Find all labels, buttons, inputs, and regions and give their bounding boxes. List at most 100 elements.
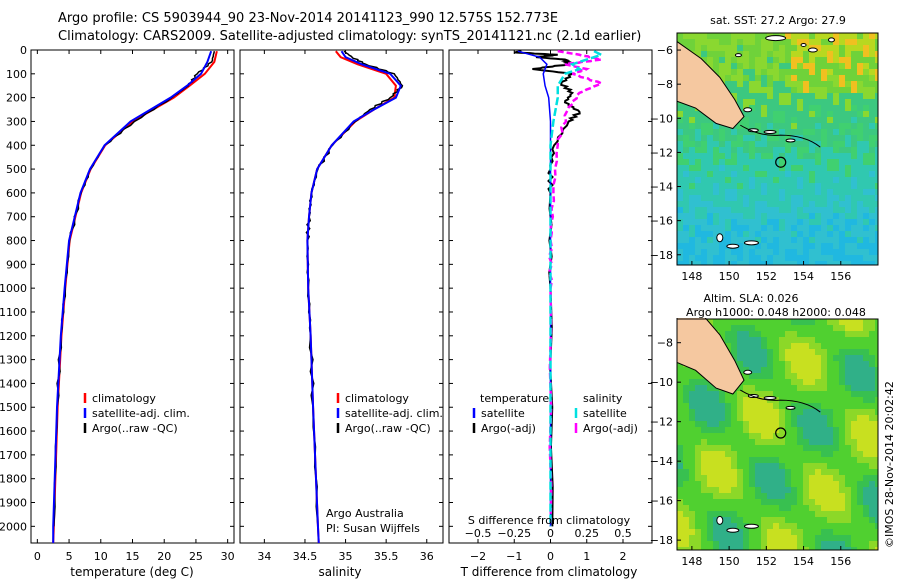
map-cell [797,87,804,94]
map-cell [863,81,870,88]
map-cell [857,349,864,356]
map-cell [827,481,834,488]
series-group [514,50,605,527]
map-cell [755,57,762,64]
map-cell [677,219,684,226]
map-cell [749,117,756,124]
map-cell [767,261,774,265]
map-cell [689,189,696,196]
map-cell [839,493,846,500]
map-cell [827,427,834,434]
map-cell [809,225,816,232]
map-cell [761,111,768,118]
map-cell [749,331,756,338]
map-cell [839,511,846,518]
map-cell [857,409,864,416]
map-cell [833,243,840,250]
map-cell [833,493,840,500]
plot-frame [239,49,444,544]
map-cell [833,367,840,374]
map-cell [737,249,744,256]
map-cell [791,165,798,172]
map-cell [863,337,870,344]
map-cell [869,63,876,70]
map-cell [767,385,774,392]
map-cell [773,213,780,220]
y-tick-label: 2000 [0,520,27,533]
map-cell [677,39,684,46]
map-cell [773,99,780,106]
map-cell [725,529,732,536]
map-cell [701,201,708,208]
map-cell [773,75,780,82]
map-cell [761,189,768,196]
map-cell [737,319,744,326]
map-cell [863,517,870,524]
map-cell [803,397,810,404]
map-cell [719,147,726,154]
x-tick-label: 148 [681,555,702,568]
map-cell [815,547,822,550]
map-cell [773,535,780,542]
map-cell [833,433,840,440]
map-cell [755,367,762,374]
map-cell [731,249,738,256]
map-cell [695,33,702,40]
map-cell [737,367,744,374]
map-cell [707,463,714,470]
map-cell [851,535,858,542]
map-cell [863,541,870,548]
map-cell [827,337,834,344]
map-cell [857,403,864,410]
map-cell [809,475,816,482]
map-cell [857,135,864,142]
map-cell [845,481,852,488]
map-cell [761,243,768,250]
map-cell [761,33,768,40]
map-cell [779,421,786,428]
map-cell [863,153,870,160]
map-cell [701,177,708,184]
map-cell [779,81,786,88]
map-cell [803,547,810,550]
map-cell [821,213,828,220]
map-cell [869,159,876,166]
map-cell [773,421,780,428]
map-cell [701,523,708,530]
map-cell [839,349,846,356]
map-cell [785,207,792,214]
map-cell [749,123,756,130]
map-cell [809,331,816,338]
map-cell [761,547,768,550]
map-cell [869,493,876,500]
map-cell [815,535,822,542]
annotation-line: Argo Australia [326,507,404,520]
map-cell [737,81,744,88]
map-title: Altim. SLA: 0.026 [703,292,798,305]
map-cell [773,463,780,470]
map-cell [761,69,768,76]
map-cell [677,165,684,172]
map-cell [797,117,804,124]
map-cell [785,75,792,82]
map-cell [863,99,870,106]
map-cell [779,189,786,196]
map-title: sat. SST: 27.2 Argo: 27.9 [710,14,846,27]
map-cell [809,529,816,536]
map-cell [845,331,852,338]
map-cell [683,219,690,226]
map-cell [677,207,684,214]
map-cell [767,243,774,250]
map-cell [749,69,756,76]
map-cell [797,81,804,88]
map-cell [785,427,792,434]
map-cell [737,129,744,136]
map-cell [833,415,840,422]
map-cell [803,487,810,494]
map-cell [689,135,696,142]
map-cell [821,493,828,500]
map-cell [761,93,768,100]
map-cell [803,33,810,40]
map-cell [743,219,750,226]
map-cell [773,325,780,332]
